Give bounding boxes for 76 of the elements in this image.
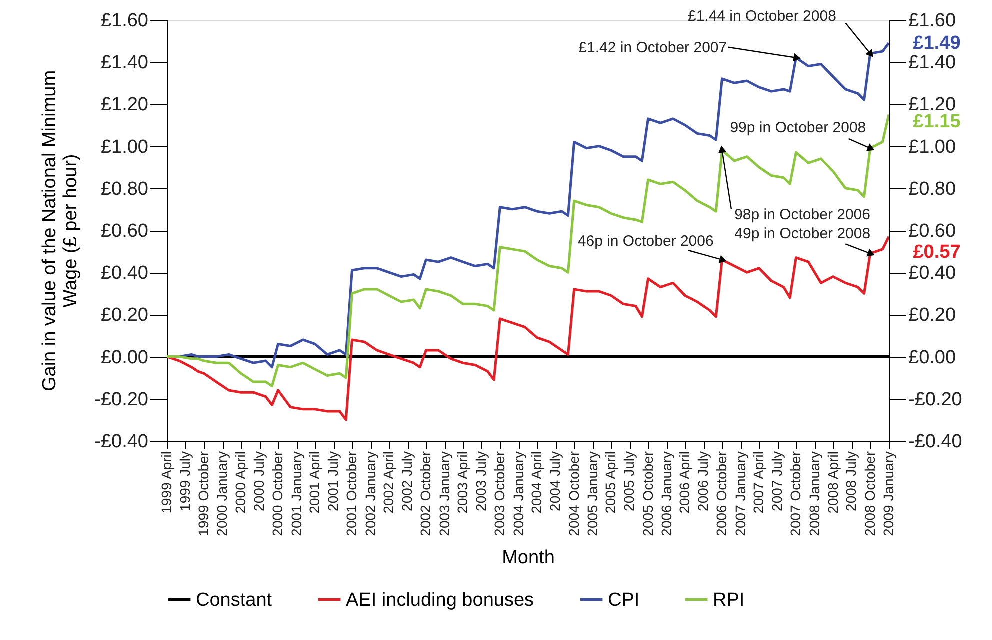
y-tick-label: £1.40 (100, 52, 148, 74)
annotation: £1.42 in October 2007 (578, 39, 728, 56)
annotation: 49p in October 2008 (734, 226, 871, 243)
x-tick-label: 2000 April (232, 452, 249, 514)
x-tick-label: 2002 October (418, 451, 434, 536)
x-tick-label: 2007 July (769, 452, 786, 512)
y-tick-label: -£0.40 (94, 432, 148, 452)
annotation: 99p in October 2008 (730, 119, 866, 136)
x-tick-label: 2005 April (602, 452, 619, 514)
y2-tick-label: £1.40 (908, 52, 956, 74)
y-tick-label: £0.40 (100, 263, 148, 284)
y-tick-label: £1.00 (100, 136, 148, 158)
y2-tick-label: £0.60 (908, 221, 956, 242)
x-tick-label: 2005 July (621, 452, 638, 512)
y2-tick-label: £0.40 (908, 263, 956, 284)
x-axis-title: Month (502, 547, 555, 568)
legend-label: RPI (713, 590, 745, 611)
y2-tick-label: £1.60 (908, 10, 956, 32)
annotation: £1.44 in October 2008 (688, 8, 836, 25)
annotation: 46p in October 2006 (578, 233, 714, 250)
x-tick-label: 2009 January (880, 452, 896, 536)
y2-tick-label: -£0.20 (908, 389, 962, 410)
x-tick-label: 2001 January (288, 452, 304, 536)
x-tick-label: 2007 January (732, 452, 748, 536)
x-tick-label: 2007 October (788, 451, 804, 536)
x-tick-label: 2004 April (528, 452, 545, 514)
y2-tick-label: £0.00 (908, 347, 956, 368)
legend-label: CPI (608, 590, 640, 611)
y2-tick-label: £0.20 (908, 305, 956, 326)
x-tick-label: 2008 July (843, 452, 860, 512)
x-tick-label: 2001 October (344, 451, 360, 536)
x-tick-label: 1999 July (176, 452, 193, 512)
x-tick-label: 1999 April (158, 452, 174, 514)
y2-tick-label: -£0.40 (908, 432, 962, 452)
x-tick-label: 2006 April (676, 452, 693, 514)
x-tick-label: 2002 January (362, 452, 378, 536)
x-tick-label: 2006 January (658, 452, 674, 536)
y-tick-label: £0.20 (100, 305, 148, 326)
y-tick-label: £1.60 (100, 10, 148, 32)
x-tick-label: 2008 January (806, 452, 822, 536)
y-tick-label: £0.80 (100, 178, 148, 200)
y-axis-title: Gain in value of the National Minimum Wage (£ per hour) (40, 70, 82, 392)
legend-label: Constant (196, 590, 273, 611)
x-tick-label: 2003 July (472, 452, 489, 512)
x-tick-label: 2000 July (251, 452, 268, 512)
x-tick-label: 2001 April (306, 452, 323, 514)
x-tick-label: 2007 April (750, 452, 767, 514)
x-tick-label: 2004 July (547, 452, 564, 512)
x-tick-label: 2004 January (510, 452, 526, 536)
y-tick-label: £0.60 (100, 221, 148, 242)
x-tick-label: 2005 January (584, 452, 600, 536)
x-tick-label: 2006 October (714, 451, 730, 536)
x-tick-label: 2006 July (695, 452, 712, 512)
annotation: £1.49 (913, 33, 961, 54)
y2-tick-label: £0.80 (908, 178, 956, 200)
x-tick-label: 2003 January (436, 452, 452, 536)
y-tick-label: £1.20 (100, 94, 148, 116)
y-tick-label: £0.00 (100, 347, 148, 368)
legend-label: AEI including bonuses (346, 590, 534, 611)
annotation: £1.15 (913, 112, 962, 133)
annotation: 98p in October 2006 (734, 206, 871, 224)
x-tick-label: 2008 April (824, 452, 841, 514)
x-tick-label: 2008 October (862, 451, 878, 536)
x-tick-label: 2002 April (380, 452, 397, 514)
y2-tick-label: £1.00 (908, 136, 956, 158)
x-tick-label: 2001 July (325, 452, 342, 512)
annotation: £0.57 (913, 242, 961, 263)
x-tick-label: 2003 October (492, 451, 508, 536)
y-tick-label: -£0.20 (94, 389, 148, 410)
x-tick-label: 2000 January (214, 452, 230, 536)
x-tick-label: 2003 April (454, 452, 471, 514)
x-tick-label: 2005 October (640, 451, 656, 536)
x-tick-label: 1999 October (196, 451, 212, 536)
x-tick-label: 2002 July (399, 452, 416, 512)
x-tick-label: 2000 October (270, 451, 286, 536)
x-tick-label: 2004 October (566, 451, 582, 536)
